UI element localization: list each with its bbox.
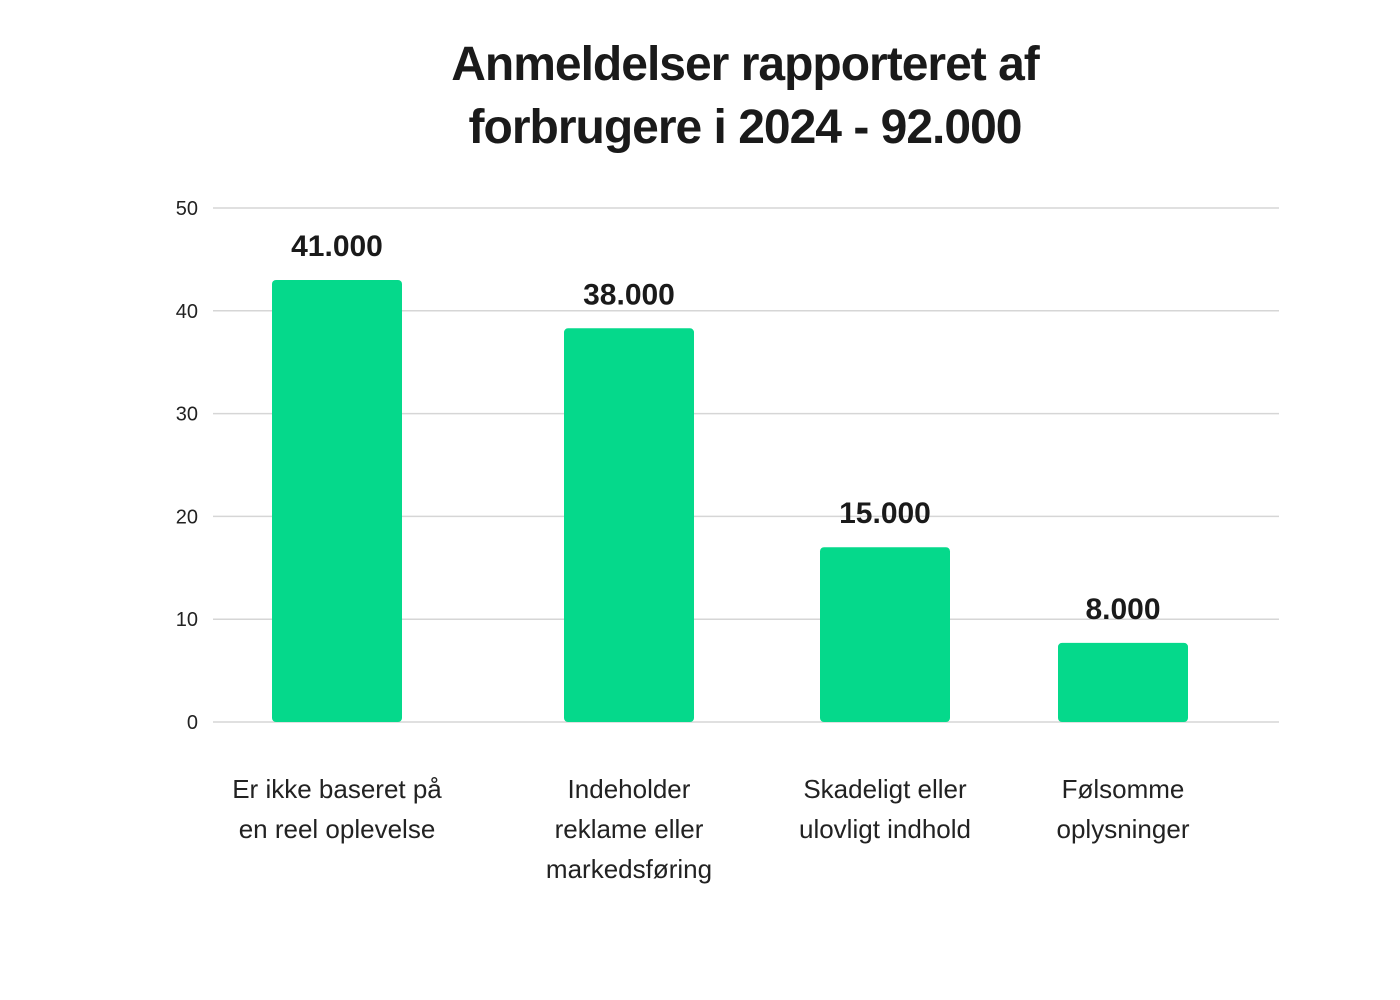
data-label-1: 41.000 xyxy=(291,230,383,263)
x-category-line: reklame eller xyxy=(555,814,704,844)
x-category-line: ulovligt indhold xyxy=(799,814,971,844)
y-tick-label-30: 30 xyxy=(176,404,198,426)
x-category-label-3: Skadeligt eller ulovligt indhold xyxy=(799,774,971,844)
chart-title: Anmeldelser rapporteret af forbrugere i 2… xyxy=(451,38,1042,154)
chart-title-line-1: Anmeldelser rapporteret af xyxy=(451,38,1041,91)
x-category-line: Følsomme xyxy=(1062,774,1185,804)
y-axis-ticks: 0 10 20 30 40 50 xyxy=(176,198,198,734)
y-tick-label-20: 20 xyxy=(176,506,198,528)
bar-1 xyxy=(272,279,402,722)
x-category-line: markedsføring xyxy=(546,854,712,884)
y-tick-label-40: 40 xyxy=(176,301,198,323)
y-tick-label-0: 0 xyxy=(187,712,198,734)
x-category-line: en reel oplevelse xyxy=(239,814,436,844)
data-label-3: 15.000 xyxy=(839,497,931,530)
x-category-label-4: Følsomme oplysninger xyxy=(1057,774,1190,844)
x-category-line: Er ikke baseret på xyxy=(232,774,442,804)
x-category-label-1: Er ikke baseret på en reel oplevelse xyxy=(232,774,442,844)
x-category-line: Skadeligt eller xyxy=(803,774,967,804)
x-category-line: oplysninger xyxy=(1057,814,1190,844)
y-tick-label-10: 10 xyxy=(176,609,198,631)
data-labels: 41.000 38.000 15.000 8.000 xyxy=(291,230,1160,626)
bar-3 xyxy=(820,547,950,722)
bars xyxy=(272,279,1188,722)
x-axis-categories: Er ikke baseret på en reel oplevelse Indeh… xyxy=(232,774,1190,884)
data-label-4: 8.000 xyxy=(1085,593,1160,626)
y-tick-label-50: 50 xyxy=(176,198,198,220)
chart-title-line-2: forbrugere i 2024 - 92.000 xyxy=(469,101,1022,154)
x-category-label-2: Indeholder reklame eller markedsføring xyxy=(546,774,712,884)
data-label-2: 38.000 xyxy=(583,278,675,311)
bar-4 xyxy=(1058,642,1188,722)
x-category-line: Indeholder xyxy=(568,774,691,804)
bar-2 xyxy=(564,328,694,722)
